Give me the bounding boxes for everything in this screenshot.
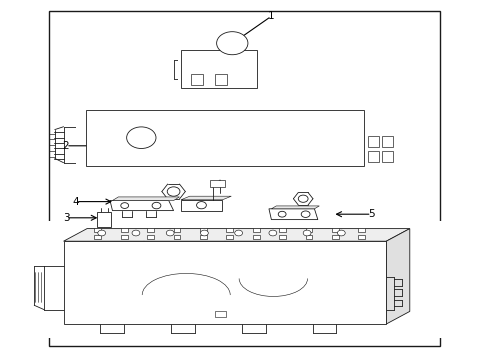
Bar <box>331 235 338 239</box>
Bar <box>121 228 127 232</box>
Bar <box>381 136 392 147</box>
Polygon shape <box>271 206 319 209</box>
Polygon shape <box>256 36 283 88</box>
Bar <box>279 228 285 232</box>
Circle shape <box>298 195 307 202</box>
Bar <box>94 235 101 239</box>
Bar <box>190 74 203 85</box>
Bar <box>181 50 256 88</box>
Bar <box>24 221 448 338</box>
Bar <box>367 136 378 147</box>
Circle shape <box>278 211 285 217</box>
Bar <box>121 235 127 239</box>
Circle shape <box>216 32 247 55</box>
Polygon shape <box>364 95 393 166</box>
Polygon shape <box>181 196 231 200</box>
Bar <box>331 228 338 232</box>
Bar <box>94 228 101 232</box>
Polygon shape <box>63 229 409 241</box>
Bar <box>358 228 365 232</box>
Bar <box>279 235 285 239</box>
Bar <box>305 228 312 232</box>
Circle shape <box>126 127 156 148</box>
Bar <box>63 241 386 324</box>
Bar <box>215 311 225 317</box>
Bar <box>178 34 285 90</box>
Circle shape <box>234 230 242 236</box>
Bar <box>147 235 154 239</box>
Circle shape <box>196 202 206 209</box>
Bar <box>49 11 439 346</box>
Text: 5: 5 <box>367 209 374 219</box>
Bar <box>226 235 233 239</box>
Polygon shape <box>85 95 393 110</box>
Polygon shape <box>110 201 173 211</box>
Bar <box>252 235 259 239</box>
Bar <box>252 228 259 232</box>
Bar <box>200 235 206 239</box>
Circle shape <box>337 230 345 236</box>
Circle shape <box>167 187 180 196</box>
Bar <box>305 235 312 239</box>
Bar <box>97 212 111 227</box>
Circle shape <box>166 230 174 236</box>
Bar <box>173 228 180 232</box>
Text: 3: 3 <box>62 213 69 223</box>
Polygon shape <box>181 36 283 50</box>
Circle shape <box>121 203 128 208</box>
Circle shape <box>200 230 208 236</box>
Circle shape <box>303 230 310 236</box>
Circle shape <box>301 211 309 217</box>
Bar <box>381 151 392 162</box>
Bar <box>226 228 233 232</box>
Text: 1: 1 <box>267 11 274 21</box>
Text: 2: 2 <box>62 141 69 151</box>
Polygon shape <box>112 197 179 201</box>
Bar <box>147 228 154 232</box>
Bar <box>85 110 364 166</box>
Circle shape <box>152 202 161 209</box>
Circle shape <box>268 230 276 236</box>
Circle shape <box>132 230 140 236</box>
Polygon shape <box>386 229 409 324</box>
Bar <box>76 93 403 167</box>
Bar <box>173 235 180 239</box>
Text: 4: 4 <box>72 197 79 207</box>
Circle shape <box>98 230 105 236</box>
Bar <box>200 228 206 232</box>
Polygon shape <box>181 200 222 211</box>
Bar <box>215 74 227 85</box>
Bar <box>358 235 365 239</box>
Polygon shape <box>268 209 317 220</box>
Bar <box>210 180 224 187</box>
Bar <box>367 151 378 162</box>
